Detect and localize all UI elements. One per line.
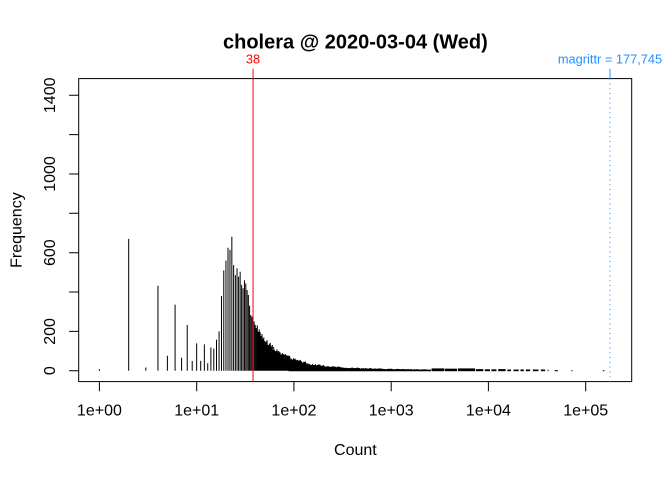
svg-text:1e+02: 1e+02 [271, 402, 316, 419]
svg-text:200: 200 [42, 318, 59, 345]
svg-text:0: 0 [42, 366, 59, 375]
svg-text:1e+00: 1e+00 [77, 402, 122, 419]
svg-text:1000: 1000 [42, 156, 59, 192]
svg-text:1400: 1400 [42, 77, 59, 113]
svg-text:cholera @ 2020-03-04 (Wed): cholera @ 2020-03-04 (Wed) [223, 32, 488, 54]
svg-text:Frequency: Frequency [9, 192, 26, 268]
svg-text:1e+01: 1e+01 [174, 402, 219, 419]
svg-text:1e+03: 1e+03 [369, 402, 414, 419]
svg-text:1e+05: 1e+05 [563, 402, 608, 419]
svg-text:600: 600 [42, 239, 59, 266]
svg-text:Count: Count [334, 442, 377, 459]
svg-text:38: 38 [246, 51, 260, 66]
svg-text:magrittr = 177,745: magrittr = 177,745 [558, 51, 662, 66]
svg-text:1e+04: 1e+04 [466, 402, 511, 419]
